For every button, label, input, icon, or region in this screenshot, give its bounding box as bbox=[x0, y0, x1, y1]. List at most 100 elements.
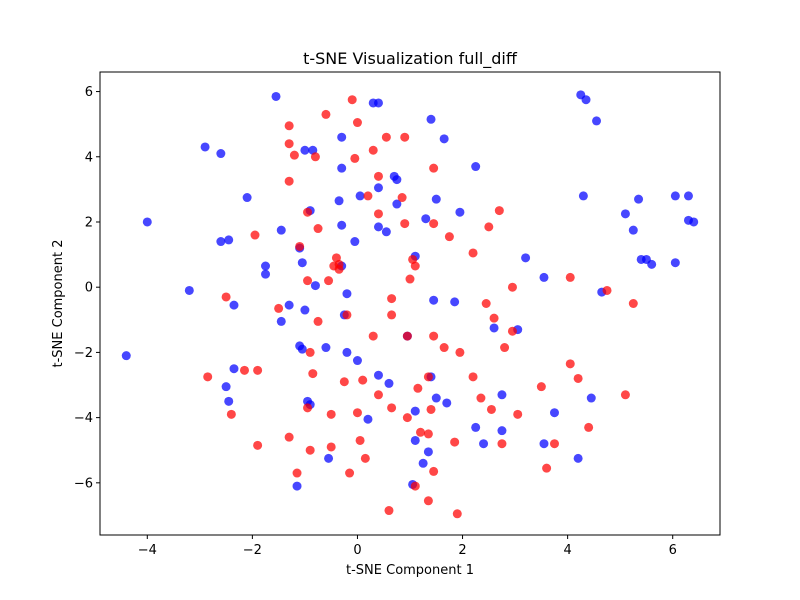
data-point bbox=[352, 408, 362, 418]
data-point bbox=[387, 403, 397, 413]
y-tick-label: −6 bbox=[74, 476, 93, 491]
data-point bbox=[468, 248, 478, 258]
data-point bbox=[592, 116, 602, 126]
data-point bbox=[313, 316, 323, 326]
data-point bbox=[284, 300, 294, 310]
data-point bbox=[305, 347, 315, 357]
data-point bbox=[494, 206, 504, 216]
data-point bbox=[242, 193, 252, 203]
data-point bbox=[276, 225, 286, 235]
data-point bbox=[549, 439, 559, 449]
data-point bbox=[489, 313, 499, 323]
data-point bbox=[284, 139, 294, 149]
data-point bbox=[497, 390, 507, 400]
data-point bbox=[203, 372, 213, 382]
data-point bbox=[297, 258, 307, 268]
data-point bbox=[444, 232, 454, 242]
data-point bbox=[542, 463, 552, 473]
data-point bbox=[271, 91, 281, 101]
data-point bbox=[513, 409, 523, 419]
data-point bbox=[486, 404, 496, 414]
data-point bbox=[539, 439, 549, 449]
data-point bbox=[292, 468, 302, 478]
data-point bbox=[342, 310, 352, 320]
data-point bbox=[337, 132, 347, 142]
data-point bbox=[373, 98, 383, 108]
x-tick-label: −2 bbox=[243, 543, 262, 558]
data-point bbox=[358, 375, 368, 385]
data-point bbox=[284, 121, 294, 131]
data-point bbox=[387, 310, 397, 320]
data-point bbox=[439, 134, 449, 144]
data-point bbox=[416, 427, 426, 437]
data-point bbox=[455, 207, 465, 217]
data-point bbox=[345, 468, 355, 478]
data-point bbox=[347, 95, 357, 105]
data-point bbox=[121, 351, 131, 361]
data-point bbox=[468, 372, 478, 382]
data-points bbox=[121, 90, 699, 519]
data-point bbox=[484, 222, 494, 232]
data-point bbox=[384, 378, 394, 388]
data-point bbox=[497, 439, 507, 449]
data-point bbox=[442, 398, 452, 408]
data-point bbox=[373, 209, 383, 219]
data-point bbox=[452, 509, 462, 519]
data-point bbox=[521, 253, 531, 263]
data-point bbox=[342, 347, 352, 357]
data-point bbox=[142, 217, 152, 227]
data-point bbox=[578, 191, 588, 201]
data-point bbox=[573, 373, 583, 383]
data-point bbox=[647, 259, 657, 269]
data-point bbox=[476, 393, 486, 403]
data-point bbox=[402, 331, 412, 341]
y-tick-label: −4 bbox=[74, 411, 93, 426]
data-point bbox=[634, 194, 644, 204]
data-point bbox=[586, 393, 596, 403]
data-point bbox=[373, 183, 383, 193]
data-point bbox=[455, 347, 465, 357]
data-point bbox=[539, 272, 549, 282]
data-point bbox=[410, 261, 420, 271]
data-point bbox=[284, 176, 294, 186]
data-point bbox=[549, 408, 559, 418]
data-point bbox=[274, 303, 284, 313]
data-point bbox=[536, 382, 546, 392]
data-point bbox=[381, 227, 391, 237]
data-point bbox=[402, 413, 412, 423]
data-point bbox=[295, 241, 305, 251]
x-tick-label: 0 bbox=[353, 543, 361, 558]
data-point bbox=[250, 230, 260, 240]
data-point bbox=[423, 496, 433, 506]
data-point bbox=[423, 372, 433, 382]
data-point bbox=[471, 162, 481, 172]
x-tick-label: 4 bbox=[563, 543, 571, 558]
y-tick-label: 4 bbox=[85, 150, 93, 165]
data-point bbox=[310, 281, 320, 291]
data-point bbox=[334, 259, 344, 269]
data-point bbox=[261, 261, 271, 271]
data-point bbox=[410, 481, 420, 491]
data-point bbox=[289, 150, 299, 160]
data-point bbox=[326, 409, 336, 419]
data-point bbox=[300, 145, 310, 155]
data-point bbox=[400, 219, 410, 229]
plot-area bbox=[100, 72, 720, 535]
data-point bbox=[334, 196, 344, 206]
data-point bbox=[326, 442, 336, 452]
data-point bbox=[426, 114, 436, 124]
data-point bbox=[400, 132, 410, 142]
data-point bbox=[628, 299, 638, 308]
data-point bbox=[224, 396, 234, 406]
y-axis: −6 −4 −2 0 2 4 6 bbox=[74, 85, 100, 491]
data-point bbox=[479, 439, 489, 449]
plot-frame bbox=[99, 71, 721, 536]
data-point bbox=[313, 224, 323, 234]
data-point bbox=[276, 316, 286, 326]
data-point bbox=[500, 343, 510, 353]
data-point bbox=[363, 191, 373, 201]
data-point bbox=[350, 237, 360, 247]
y-tick-label: −2 bbox=[74, 346, 93, 361]
data-point bbox=[429, 295, 439, 305]
data-point bbox=[373, 370, 383, 380]
